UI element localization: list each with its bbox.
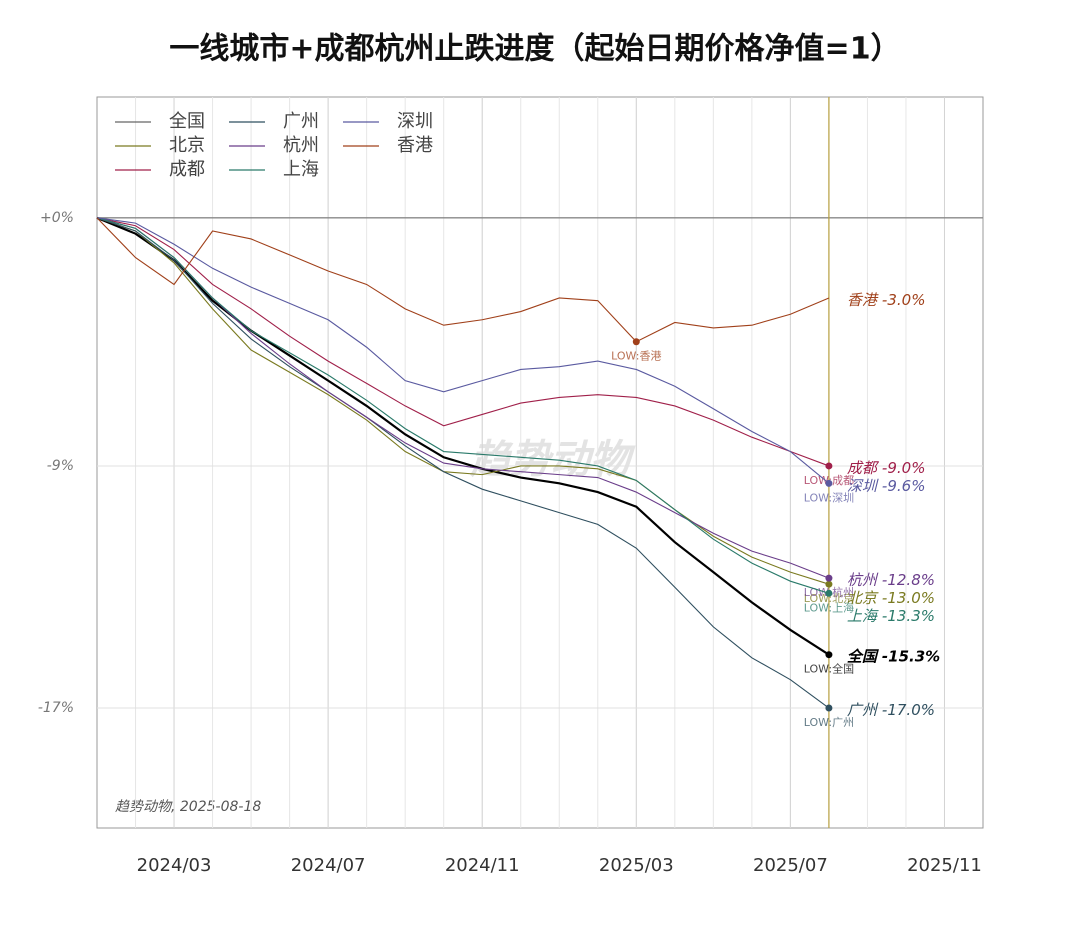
x-tick-label: 2025/03 [599, 855, 674, 876]
value-label: -17.0% [882, 701, 935, 719]
x-tick-label: 2024/03 [137, 855, 212, 876]
series-name: 杭州 [847, 571, 879, 589]
value-label: -15.3% [882, 647, 940, 665]
low-point [632, 338, 640, 346]
series-line [96, 217, 830, 594]
low-point [825, 462, 833, 470]
end-label: 广州 -17.0% [847, 701, 935, 719]
chart-title: 一线城市+成都杭州止跌进度（起始日期价格净值=1） [169, 32, 900, 67]
plot-frame [96, 96, 984, 829]
x-tick-label: 2025/07 [753, 855, 828, 876]
low-point [825, 704, 833, 712]
value-label: -13.0% [882, 589, 935, 607]
end-label: 香港 -3.0% [847, 290, 926, 308]
value-label: -9.0% [882, 458, 926, 476]
value-label: -13.3% [882, 607, 935, 625]
low-label: LOW:上海 [804, 600, 854, 614]
low-label: LOW:深圳 [804, 491, 854, 504]
series-name: 广州 [847, 701, 879, 719]
legend-label: 深圳 [397, 111, 433, 132]
series-line [96, 217, 830, 467]
low-point [825, 574, 833, 582]
series-name: 深圳 [847, 476, 879, 494]
low-label: LOW:广州 [804, 716, 854, 729]
series-name: 北京 [847, 589, 879, 607]
value-label: -3.0% [882, 290, 926, 308]
legend-label: 成都 [169, 159, 205, 180]
series-name: 全国 [847, 647, 880, 665]
y-tick-label: +0% [40, 210, 74, 226]
low-point [825, 580, 833, 588]
end-label: 深圳 -9.6% [847, 476, 926, 494]
series-name: 香港 [847, 290, 879, 308]
series-line [96, 216, 830, 656]
series-line [96, 217, 830, 484]
low-label: LOW:香港 [611, 350, 661, 363]
value-label: -9.6% [882, 476, 926, 494]
low-point [825, 479, 833, 487]
low-point [825, 589, 833, 597]
end-label: 北京 -13.0% [847, 589, 935, 607]
series-name: 成都 [847, 458, 880, 476]
low-label: LOW:全国 [804, 662, 854, 676]
low-label: LOW:北京 [804, 591, 854, 605]
legend-label: 香港 [397, 135, 433, 156]
legend-label: 广州 [283, 111, 319, 132]
end-label: 上海 -13.3% [847, 607, 935, 625]
x-tick-label: 2024/07 [291, 855, 366, 876]
value-label: -12.8% [882, 571, 935, 589]
end-label: 全国 -15.3% [847, 647, 940, 665]
y-tick-label: -9% [47, 458, 74, 474]
low-point [825, 651, 833, 659]
series-line [96, 217, 830, 343]
x-tick-label: 2025/11 [907, 855, 982, 876]
y-tick-label: -17% [38, 700, 74, 716]
legend-label: 上海 [283, 159, 319, 180]
series-name: 上海 [847, 607, 879, 625]
series-line [96, 217, 830, 585]
end-label: 成都 -9.0% [847, 458, 926, 476]
x-tick-label: 2024/11 [445, 855, 520, 876]
end-label: 杭州 -12.8% [847, 571, 935, 589]
legend-label: 北京 [169, 135, 205, 156]
series-line [96, 217, 830, 579]
series-line [96, 217, 830, 709]
legend-label: 全国 [169, 111, 205, 132]
legend-label: 杭州 [283, 135, 319, 156]
note: 趋势动物, 2025-08-18 [115, 799, 261, 815]
